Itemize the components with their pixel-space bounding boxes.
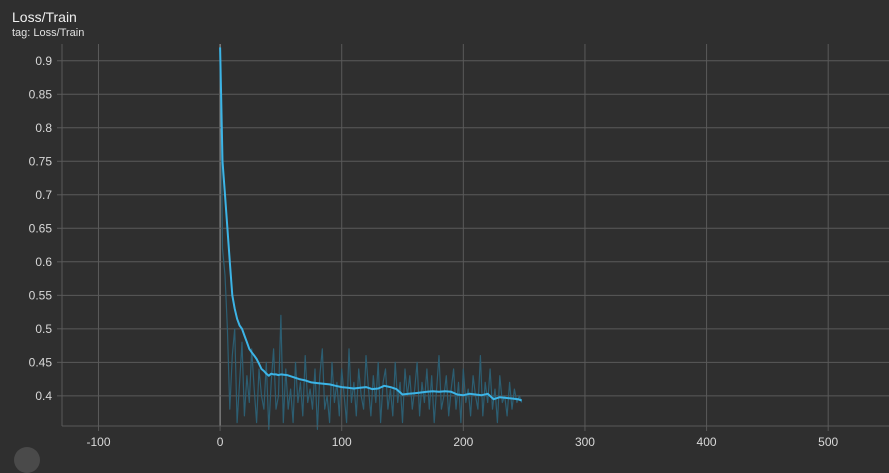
x-tick-label: 300	[575, 435, 595, 449]
y-tick-label: 0.85	[29, 87, 53, 101]
series-layer	[219, 47, 523, 430]
y-tick-label: 0.9	[35, 54, 52, 68]
x-tick-label: 400	[697, 435, 717, 449]
fit-domain-button[interactable]	[14, 447, 40, 473]
y-tick-label: 0.45	[29, 355, 53, 369]
raw-loss-line	[219, 47, 523, 430]
y-tick-label: 0.5	[35, 322, 52, 336]
y-tick-label: 0.4	[35, 389, 52, 403]
x-axis: -100 0 100 200 300 400 500	[62, 425, 889, 449]
card-header: Loss/Train tag: Loss/Train	[12, 9, 84, 40]
x-tick-label: 500	[818, 435, 838, 449]
chart-tag: tag: Loss/Train	[12, 27, 85, 39]
y-tick-label: 0.55	[29, 288, 53, 302]
x-tick-label: 100	[332, 435, 352, 449]
x-tick-label: -100	[86, 435, 110, 449]
x-tick-label: 200	[453, 435, 473, 449]
y-tick-label: 0.6	[35, 255, 52, 269]
x-tick-label: 0	[217, 435, 224, 449]
y-tick-label: 0.8	[35, 121, 52, 135]
y-gridlines	[62, 60, 889, 397]
loss-train-chart[interactable]: -100 0 100 200 300 400 500 0.40.450.50.550.60.…	[0, 0, 889, 454]
y-tick-label: 0.65	[29, 221, 53, 235]
y-tick-label: 0.75	[29, 154, 53, 168]
smoothed-loss-line	[219, 47, 523, 402]
y-tick-label: 0.7	[35, 188, 52, 202]
y-axis: 0.4 0.45 0.5 0.55 0.6 0.65 0.7 0.75 0.8 0.85 0.9	[29, 44, 63, 426]
chart-title: Loss/Train	[12, 9, 77, 25]
